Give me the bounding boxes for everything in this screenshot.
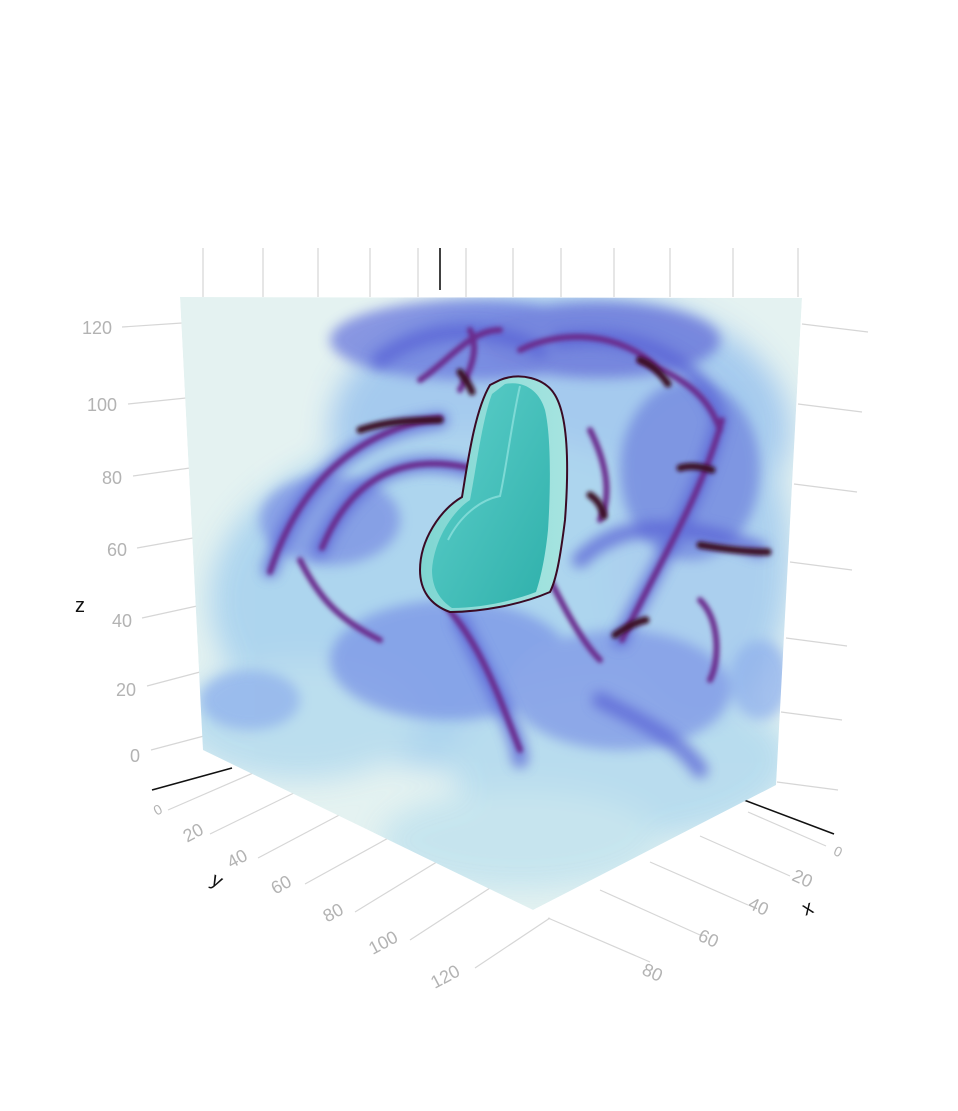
x-tick-20: 20 <box>789 865 815 891</box>
z-tick-120: 120 <box>82 318 112 338</box>
y-tick-40: 40 <box>224 845 251 872</box>
y-tick-80: 80 <box>320 899 347 926</box>
x-tick-0: 0 <box>831 843 845 861</box>
grid-lines <box>121 248 869 969</box>
x-tick-60: 60 <box>695 925 721 951</box>
z-tick-80: 80 <box>102 468 122 488</box>
y-tick-0: 0 <box>150 801 165 819</box>
y-axis-title: y <box>207 869 226 893</box>
z-tick-100: 100 <box>87 395 117 415</box>
x-tick-40: 40 <box>745 893 771 919</box>
z-tick-60: 60 <box>107 540 127 560</box>
z-tick-0: 0 <box>130 746 140 766</box>
y-tick-60: 60 <box>268 871 295 898</box>
x-axis-title: x <box>799 896 817 920</box>
y-tick-120: 120 <box>427 961 463 993</box>
isosurface <box>418 375 569 614</box>
z-tick-labels: 120 100 80 60 40 20 0 <box>82 318 140 766</box>
x-tick-80: 80 <box>639 959 665 985</box>
z-tick-40: 40 <box>112 611 132 631</box>
y-tick-100: 100 <box>365 927 401 959</box>
z-tick-20: 20 <box>116 680 136 700</box>
y-tick-20: 20 <box>180 819 207 846</box>
z-axis-title: z <box>75 595 85 617</box>
